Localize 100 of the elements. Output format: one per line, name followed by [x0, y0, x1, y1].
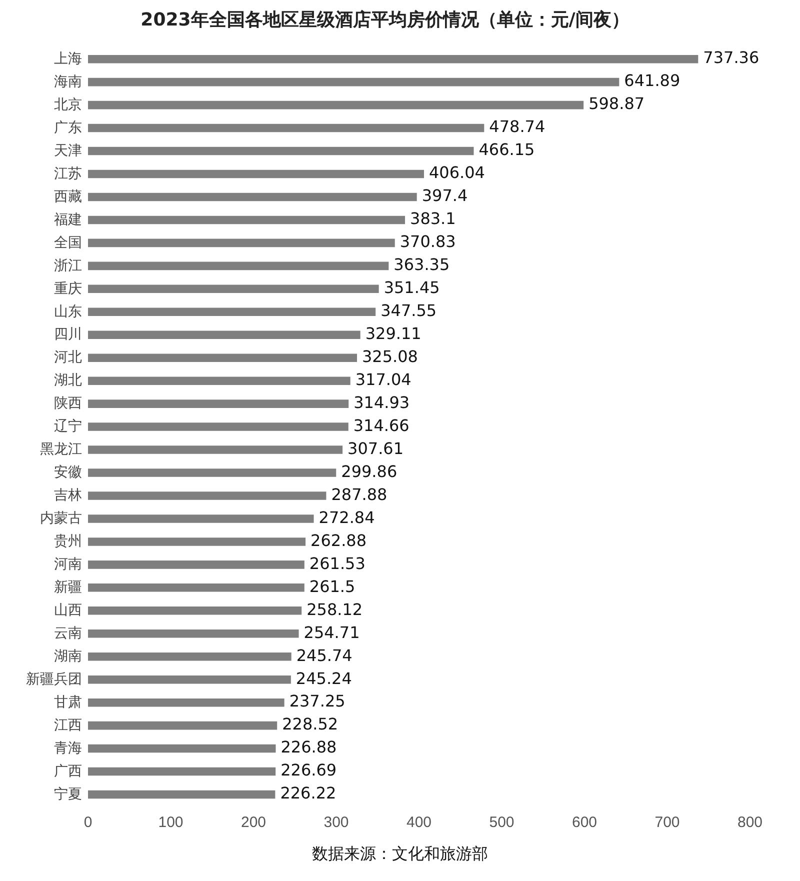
data-label: 287.88 [331, 484, 388, 504]
y-tick-label: 宁夏 [54, 785, 82, 802]
bar [88, 744, 276, 753]
data-label: 351.45 [384, 278, 440, 298]
data-label: 261.5 [309, 576, 356, 596]
bar [88, 78, 620, 86]
bar [88, 238, 395, 248]
y-tick-label: 福建 [54, 210, 82, 227]
bar [88, 652, 292, 661]
data-label: 254.71 [304, 622, 360, 642]
y-tick-label: 辽宁 [54, 418, 82, 434]
y-tick-label: 河北 [54, 348, 82, 365]
bar [88, 422, 348, 431]
bar [88, 100, 584, 110]
data-label: 314.93 [354, 392, 410, 412]
bar [88, 584, 304, 592]
data-label: 329.11 [365, 324, 422, 344]
data-label: 261.53 [309, 554, 366, 573]
data-label: 237.25 [289, 692, 346, 711]
bar [88, 284, 379, 294]
y-tick-label: 陕西 [54, 394, 82, 411]
bar [88, 514, 314, 523]
bar [88, 675, 291, 684]
x-tick-label: 200 [240, 814, 266, 832]
data-label: 466.15 [478, 140, 535, 160]
bar [88, 54, 698, 64]
y-tick-label: 广东 [54, 118, 82, 135]
x-tick-label: 100 [158, 814, 184, 832]
y-tick-label: 海南 [54, 72, 82, 89]
bar [88, 698, 284, 707]
bar [88, 124, 484, 132]
data-label: 307.61 [348, 438, 404, 458]
y-tick-label: 湖南 [54, 647, 82, 664]
bar [88, 170, 424, 178]
data-label: 314.66 [353, 416, 410, 435]
bar [88, 354, 358, 362]
data-label: 397.4 [422, 186, 468, 206]
data-label: 299.86 [341, 462, 398, 481]
bar [88, 146, 474, 156]
data-label: 347.55 [380, 301, 437, 320]
y-tick-label: 黑龙江 [40, 440, 82, 457]
data-label: 272.84 [318, 508, 375, 527]
bar [88, 721, 278, 730]
bar [88, 330, 360, 340]
y-tick-label: 重庆 [54, 280, 82, 296]
data-label: 598.87 [588, 94, 645, 114]
y-tick-label: 内蒙古 [40, 510, 82, 526]
data-label: 406.04 [429, 163, 485, 182]
y-tick-label: 新疆兵团 [26, 670, 82, 686]
y-tick-label: 吉林 [54, 486, 82, 503]
y-tick-label: 甘肃 [54, 693, 82, 710]
bar [88, 192, 417, 202]
bar [88, 767, 276, 776]
y-tick-label: 贵州 [54, 532, 82, 549]
y-tick-label: 北京 [54, 96, 82, 112]
x-tick-label: 500 [489, 814, 514, 832]
data-label: 226.88 [280, 738, 337, 757]
y-tick-label: 西藏 [54, 188, 82, 204]
bar [88, 308, 376, 316]
bar [88, 262, 389, 270]
y-tick-label: 全国 [54, 234, 82, 250]
y-tick-label: 天津 [54, 142, 82, 158]
x-tick-label: 800 [737, 814, 763, 832]
data-label: 317.04 [355, 370, 412, 389]
x-tick-label: 0 [84, 814, 92, 832]
data-label: 363.35 [394, 255, 450, 274]
data-label: 245.24 [296, 668, 352, 688]
y-tick-label: 新疆 [54, 578, 82, 595]
data-label: 325.08 [362, 347, 418, 366]
data-label: 228.52 [282, 714, 338, 734]
bar [88, 630, 299, 638]
bar [88, 446, 343, 454]
x-tick-label: 300 [324, 814, 349, 832]
bar [88, 216, 406, 224]
data-label: 258.12 [306, 600, 363, 619]
bar [88, 560, 304, 569]
y-tick-label: 云南 [54, 624, 82, 640]
y-tick-label: 江苏 [54, 164, 82, 181]
data-label: 641.89 [624, 71, 680, 90]
bar [88, 790, 276, 799]
y-tick-label: 山西 [54, 602, 82, 618]
source-note: 数据来源：文化和旅游部 [311, 844, 489, 865]
x-tick-label: 700 [654, 814, 680, 832]
data-label: 226.22 [280, 784, 336, 803]
y-tick-label: 青海 [54, 739, 82, 756]
bar [88, 492, 326, 500]
y-tick-label: 浙江 [54, 256, 82, 273]
y-tick-label: 河南 [54, 556, 82, 572]
bar [88, 400, 349, 408]
data-label: 262.88 [310, 530, 367, 550]
bar [88, 606, 302, 615]
x-tick-label: 400 [406, 814, 432, 832]
y-tick-label: 湖北 [54, 372, 82, 388]
data-label: 478.74 [489, 117, 546, 136]
data-label: 226.69 [280, 760, 337, 780]
data-label: 245.74 [296, 646, 352, 665]
y-tick-label: 安徽 [54, 464, 82, 480]
y-tick-label: 山东 [54, 302, 82, 319]
data-label: 370.83 [400, 232, 456, 252]
y-tick-label: 四川 [54, 326, 82, 342]
